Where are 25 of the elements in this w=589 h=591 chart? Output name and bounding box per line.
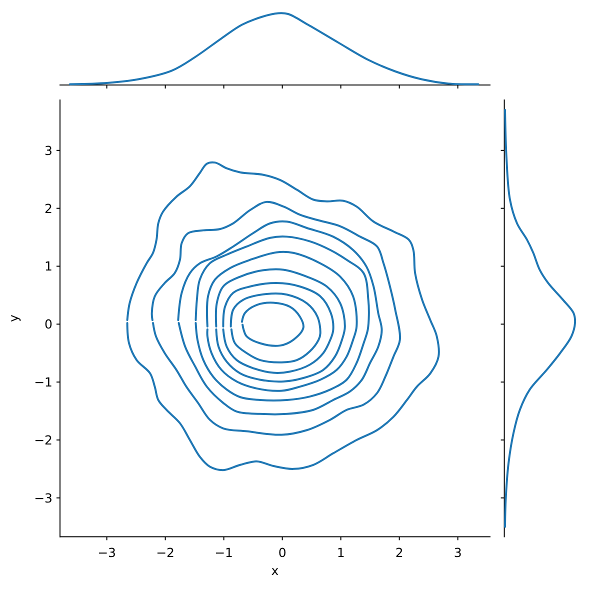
line-series bbox=[214, 268, 346, 383]
line-series bbox=[222, 282, 334, 374]
x-tick-label: 0 bbox=[278, 545, 286, 560]
y-tick-label: 3 bbox=[44, 142, 52, 158]
x-tick-label: −3 bbox=[98, 545, 116, 560]
y-tick-label: 2 bbox=[44, 200, 52, 216]
y-tick-label: 0 bbox=[44, 316, 53, 332]
y-tick-label: −1 bbox=[34, 374, 52, 390]
line-series bbox=[240, 302, 304, 347]
y-axis-title: y bbox=[6, 314, 21, 322]
y-tick-label: −3 bbox=[34, 490, 52, 506]
line-series bbox=[230, 292, 322, 364]
x-tick-label: 3 bbox=[454, 545, 462, 560]
x-tick-label: 1 bbox=[336, 545, 345, 560]
line-series bbox=[150, 200, 401, 436]
x-axis-title: x bbox=[271, 563, 279, 578]
y-tick-label: 1 bbox=[44, 258, 52, 274]
x-tick-label: −2 bbox=[156, 545, 175, 560]
line-series bbox=[126, 162, 440, 472]
x-tick-label: −1 bbox=[214, 545, 234, 560]
line-series bbox=[194, 236, 370, 402]
line-series bbox=[177, 220, 383, 416]
x-tick-label: 2 bbox=[395, 545, 404, 560]
line-series bbox=[206, 250, 358, 392]
y-tick-label: −2 bbox=[34, 432, 52, 448]
